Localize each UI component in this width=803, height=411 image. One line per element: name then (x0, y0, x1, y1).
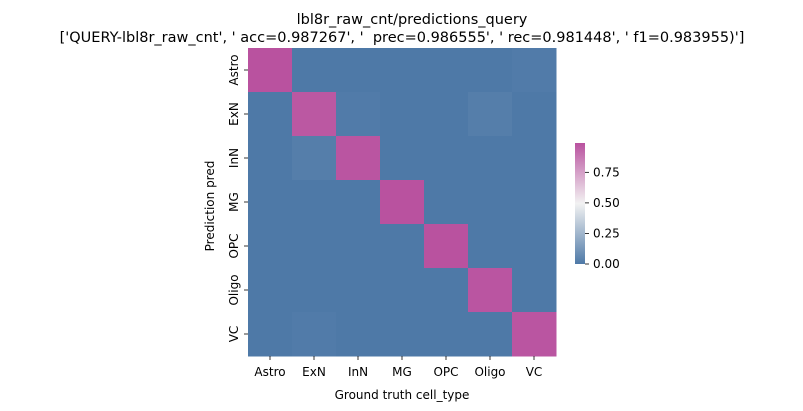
heatmap-cell (380, 48, 425, 93)
heatmap-cell (292, 136, 337, 181)
colorbar-tick-label: 0.25 (593, 226, 620, 240)
chart-subtitle: ['QUERY-lbl8r_raw_cnt', ' acc=0.987267',… (60, 30, 745, 46)
y-axis-label: Prediction pred (203, 161, 217, 252)
heatmap-cell (380, 224, 425, 269)
x-tick-label: ExN (302, 365, 326, 379)
heatmap-cell (336, 180, 381, 225)
x-tick-label: InN (348, 365, 368, 379)
heatmap-cell (248, 312, 293, 357)
heatmap-cell (424, 312, 469, 357)
heatmap-cell (468, 312, 513, 357)
heatmap-cell (336, 136, 381, 181)
heatmap-cell (468, 180, 513, 225)
heatmap-cell (336, 268, 381, 313)
heatmap-cell (292, 180, 337, 225)
heatmap-cell (512, 268, 557, 313)
heatmap-cell (248, 268, 293, 313)
y-tick-label: VC (227, 326, 241, 343)
heatmap-cell (248, 136, 293, 181)
heatmap-cell (512, 92, 557, 137)
heatmap-cell (336, 224, 381, 269)
chart-title: lbl8r_raw_cnt/predictions_query (297, 12, 528, 28)
colorbar-tick-label: 0.50 (593, 196, 620, 210)
x-tick-label: Astro (254, 365, 285, 379)
heatmap-cell (292, 268, 337, 313)
heatmap-cell (468, 136, 513, 181)
heatmap-cell (424, 92, 469, 137)
heatmap-cell (292, 92, 337, 137)
x-axis-ticks: Astro ExN InN MG OPC Oligo VC (254, 356, 542, 379)
heatmap-cell (380, 92, 425, 137)
heatmap-cell (468, 92, 513, 137)
x-tick-label: OPC (433, 365, 458, 379)
heatmap-cell (512, 312, 557, 357)
heatmap-cell (380, 180, 425, 225)
y-tick-label: ExN (227, 102, 241, 126)
heatmap-cell (380, 268, 425, 313)
heatmap-cell (248, 92, 293, 137)
heatmap-cell (468, 224, 513, 269)
y-tick-label: MG (227, 192, 241, 212)
heatmap-cell (512, 224, 557, 269)
x-axis-label: Ground truth cell_type (335, 388, 470, 402)
x-tick-label: MG (392, 365, 412, 379)
heatmap-cells (248, 48, 557, 357)
y-tick-label: InN (227, 148, 241, 168)
heatmap-cell (424, 180, 469, 225)
heatmap-cell (380, 312, 425, 357)
heatmap-cell (248, 180, 293, 225)
heatmap-cell (336, 312, 381, 357)
heatmap-cell (336, 92, 381, 137)
y-tick-label: Oligo (227, 274, 241, 305)
colorbar-tick-label: 0.75 (593, 165, 620, 179)
heatmap-cell (292, 48, 337, 93)
colorbar-ticks: 0.00 0.25 0.50 0.75 (585, 165, 620, 271)
colorbar (575, 143, 585, 264)
heatmap-cell (468, 268, 513, 313)
heatmap-cell (424, 224, 469, 269)
x-tick-label: VC (526, 365, 543, 379)
heatmap-cell (424, 48, 469, 93)
y-tick-label: Astro (227, 54, 241, 85)
heatmap-cell (292, 312, 337, 357)
x-tick-label: Oligo (474, 365, 505, 379)
heatmap-cell (512, 136, 557, 181)
heatmap-cell (424, 268, 469, 313)
heatmap-cell (468, 48, 513, 93)
colorbar-tick-label: 0.00 (593, 257, 620, 271)
heatmap-cell (292, 224, 337, 269)
heatmap-cell (512, 180, 557, 225)
heatmap-cell (248, 48, 293, 93)
y-tick-label: OPC (227, 233, 241, 258)
y-axis-ticks: Astro ExN InN MG OPC Oligo VC (227, 54, 248, 342)
heatmap-cell (512, 48, 557, 93)
heatmap-cell (424, 136, 469, 181)
heatmap-cell (380, 136, 425, 181)
heatmap-cell (336, 48, 381, 93)
heatmap-cell (248, 224, 293, 269)
